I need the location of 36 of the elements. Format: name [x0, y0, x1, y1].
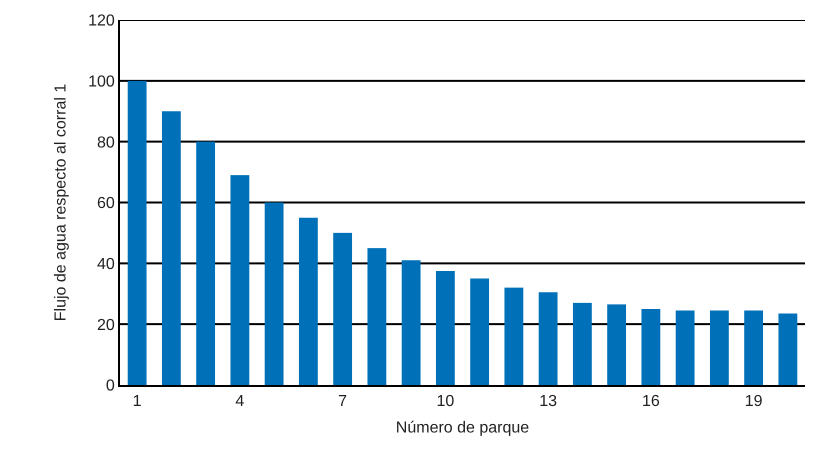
- bar: [710, 310, 729, 385]
- bar: [470, 278, 490, 385]
- bar: [298, 218, 318, 385]
- x-tick-label: 13: [539, 393, 558, 410]
- bar: [264, 202, 284, 385]
- bar: [402, 260, 421, 385]
- bar: [641, 308, 660, 385]
- y-tick-label: 60: [97, 195, 115, 212]
- bar: [676, 310, 695, 385]
- y-tick-label: 20: [97, 316, 115, 334]
- bar: [504, 288, 524, 385]
- bar: [572, 302, 592, 385]
- bar: [607, 304, 626, 385]
- x-tick-label: 7: [338, 393, 348, 410]
- x-tick-label: 16: [642, 393, 660, 410]
- bar: [778, 314, 798, 385]
- x-tick-label: 1: [132, 393, 142, 410]
- bar: [436, 270, 455, 385]
- bar: [538, 292, 558, 385]
- bar: [128, 80, 147, 385]
- y-tick-label: 120: [88, 12, 115, 30]
- y-tick-label: 0: [106, 378, 115, 395]
- bar: [196, 142, 216, 385]
- bar: [744, 310, 764, 385]
- y-tick-label: 100: [88, 73, 115, 90]
- y-axis-title: Flujo de agua respecto al corral 1: [52, 84, 70, 322]
- bar: [367, 248, 386, 385]
- bar: [333, 232, 352, 385]
- bar: [230, 175, 250, 385]
- x-tick-label: 19: [744, 393, 763, 410]
- x-tick-label: 4: [235, 393, 244, 410]
- y-tick-label: 80: [97, 134, 115, 152]
- x-axis-title: Número de parque: [396, 419, 530, 436]
- y-tick-label: 40: [97, 256, 115, 273]
- x-tick-label: 10: [436, 393, 454, 410]
- bar: [162, 111, 181, 385]
